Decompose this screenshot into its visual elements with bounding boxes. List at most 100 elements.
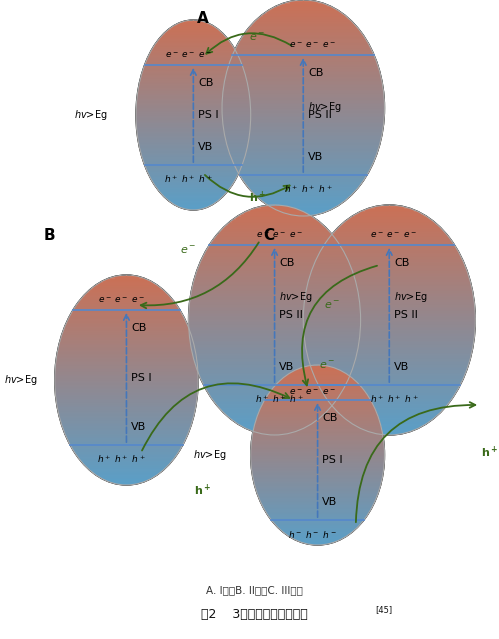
Bar (238, 171, 369, 173)
Bar (151, 50, 236, 52)
Bar (200, 376, 350, 378)
Bar (223, 89, 383, 91)
Bar (190, 298, 359, 301)
Bar (265, 398, 370, 401)
Bar (55, 373, 198, 375)
Bar (223, 93, 384, 96)
Bar (251, 439, 384, 442)
Text: VB: VB (322, 497, 338, 507)
Bar (66, 322, 187, 325)
Bar (191, 295, 359, 298)
Bar (189, 321, 361, 324)
Bar (204, 254, 345, 256)
Bar (223, 98, 384, 100)
Bar (55, 376, 198, 378)
Bar (190, 342, 359, 344)
Bar (257, 18, 349, 20)
Bar (260, 433, 288, 435)
Bar (200, 377, 349, 380)
Bar (59, 415, 194, 418)
Bar (350, 422, 428, 424)
Bar (139, 82, 247, 84)
Bar (284, 532, 351, 534)
Bar (252, 436, 383, 438)
Bar (225, 134, 382, 137)
Bar (274, 208, 332, 210)
Bar (314, 374, 465, 376)
Bar (143, 160, 244, 162)
Bar (226, 139, 381, 141)
Bar (262, 14, 344, 16)
Bar (222, 108, 385, 111)
Bar (344, 221, 434, 224)
Bar (267, 513, 368, 515)
Bar (74, 450, 179, 453)
Bar (313, 373, 466, 375)
Bar (254, 485, 380, 488)
Bar (287, 374, 348, 376)
Bar (229, 65, 378, 67)
Bar (244, 212, 305, 215)
Bar (191, 348, 358, 350)
Bar (55, 386, 198, 388)
Bar (306, 291, 473, 293)
Bar (346, 419, 432, 421)
Bar (169, 28, 218, 31)
Bar (137, 128, 250, 130)
Bar (194, 280, 355, 282)
Bar (226, 73, 380, 75)
Bar (159, 190, 228, 192)
Bar (192, 286, 357, 289)
Bar (259, 17, 347, 19)
Bar (304, 306, 475, 309)
Bar (255, 422, 380, 424)
Bar (63, 429, 190, 432)
Bar (70, 315, 183, 318)
Bar (60, 419, 193, 422)
Text: CB: CB (394, 258, 409, 268)
Bar (230, 155, 376, 157)
Bar (317, 381, 462, 384)
Bar (206, 388, 344, 390)
Bar (216, 235, 333, 238)
Bar (291, 372, 344, 374)
Bar (145, 165, 242, 167)
Bar (328, 400, 450, 403)
Bar (353, 424, 426, 426)
Bar (250, 454, 385, 456)
Bar (225, 81, 382, 83)
Text: A. I型；B. II型；C. III型。: A. I型；B. II型；C. III型。 (206, 585, 303, 595)
Bar (263, 507, 372, 509)
Bar (281, 379, 354, 381)
Bar (191, 344, 358, 347)
Bar (306, 351, 472, 353)
Bar (316, 379, 463, 381)
Bar (282, 531, 353, 534)
Bar (248, 28, 359, 31)
Bar (136, 109, 250, 111)
Text: $hv$>Eg: $hv$>Eg (4, 373, 37, 387)
Bar (55, 366, 198, 368)
Bar (261, 15, 346, 18)
Bar (150, 176, 237, 178)
Bar (57, 352, 196, 354)
Bar (224, 82, 382, 84)
Bar (222, 101, 384, 103)
Bar (67, 439, 185, 442)
Bar (136, 125, 250, 127)
Bar (149, 54, 238, 56)
Bar (309, 279, 470, 281)
Bar (145, 166, 242, 168)
Bar (83, 295, 170, 298)
Bar (267, 514, 368, 516)
Bar (299, 368, 336, 370)
Bar (266, 204, 340, 206)
Bar (136, 127, 250, 128)
Bar (204, 385, 345, 387)
Bar (193, 357, 356, 360)
Bar (224, 83, 382, 86)
Bar (56, 360, 197, 363)
Bar (315, 261, 464, 264)
Bar (308, 281, 471, 284)
Bar (252, 472, 383, 474)
